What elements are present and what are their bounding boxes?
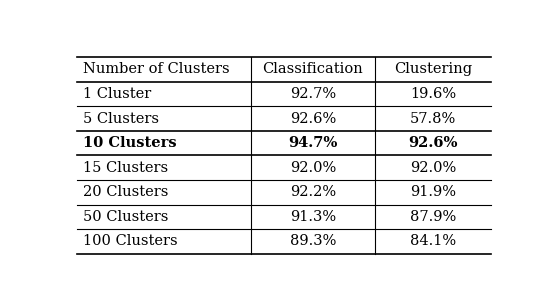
Text: 1 Cluster: 1 Cluster — [84, 87, 152, 101]
Text: 5 Clusters: 5 Clusters — [84, 112, 160, 126]
Text: 92.6%: 92.6% — [290, 112, 336, 126]
Text: 50 Clusters: 50 Clusters — [84, 210, 169, 224]
Text: 94.7%: 94.7% — [288, 136, 338, 150]
Text: 57.8%: 57.8% — [410, 112, 456, 126]
Text: 92.0%: 92.0% — [290, 161, 336, 175]
Text: 92.0%: 92.0% — [410, 161, 456, 175]
Text: 92.2%: 92.2% — [290, 185, 336, 199]
Text: 87.9%: 87.9% — [410, 210, 456, 224]
Text: 92.7%: 92.7% — [290, 87, 336, 101]
Text: 100 Clusters: 100 Clusters — [84, 234, 178, 248]
Text: Classification: Classification — [262, 62, 364, 76]
Text: 20 Clusters: 20 Clusters — [84, 185, 169, 199]
Text: 89.3%: 89.3% — [290, 234, 336, 248]
Text: Clustering: Clustering — [394, 62, 472, 76]
Text: 91.9%: 91.9% — [410, 185, 456, 199]
Text: Number of Clusters: Number of Clusters — [84, 62, 230, 76]
Text: 19.6%: 19.6% — [410, 87, 456, 101]
Text: 91.3%: 91.3% — [290, 210, 336, 224]
Text: 15 Clusters: 15 Clusters — [84, 161, 169, 175]
Text: 92.6%: 92.6% — [408, 136, 458, 150]
Text: 84.1%: 84.1% — [410, 234, 456, 248]
Text: 10 Clusters: 10 Clusters — [84, 136, 177, 150]
